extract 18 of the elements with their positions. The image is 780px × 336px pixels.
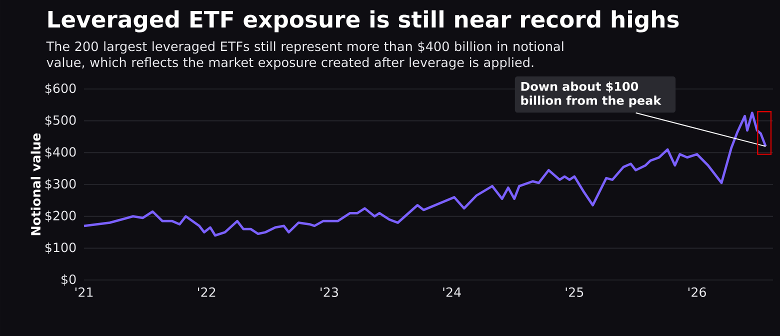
x-tick-label: '21 — [75, 287, 93, 297]
y-axis-title: Notional value — [30, 133, 41, 236]
x-tick-label: '26 — [688, 287, 706, 297]
x-tick-label: '24 — [443, 287, 461, 297]
y-tick-label: $300 — [45, 178, 76, 190]
chart-title: Leveraged ETF exposure is still near record highs — [48, 10, 679, 32]
y-tick-label: $500 — [45, 115, 76, 127]
y-tick-label: $100 — [45, 242, 76, 254]
y-tick-label: $600 — [45, 83, 76, 95]
line-series — [82, 112, 767, 237]
y-tick-label: $400 — [45, 146, 76, 158]
y-tick-label: $0 — [62, 274, 76, 286]
x-tick-label: '25 — [566, 287, 584, 297]
y-tick-label: $200 — [45, 210, 76, 222]
x-tick-label: '23 — [320, 287, 338, 297]
chart-subtitle: The 200 largest leveraged ETFs still represent more than $400 billion in notional value, which reflects the market exposure created after leverage is applied. — [46, 41, 564, 70]
annotation: Down about $100 billion from the peak — [521, 82, 662, 108]
x-tick-label: '22 — [198, 287, 216, 297]
